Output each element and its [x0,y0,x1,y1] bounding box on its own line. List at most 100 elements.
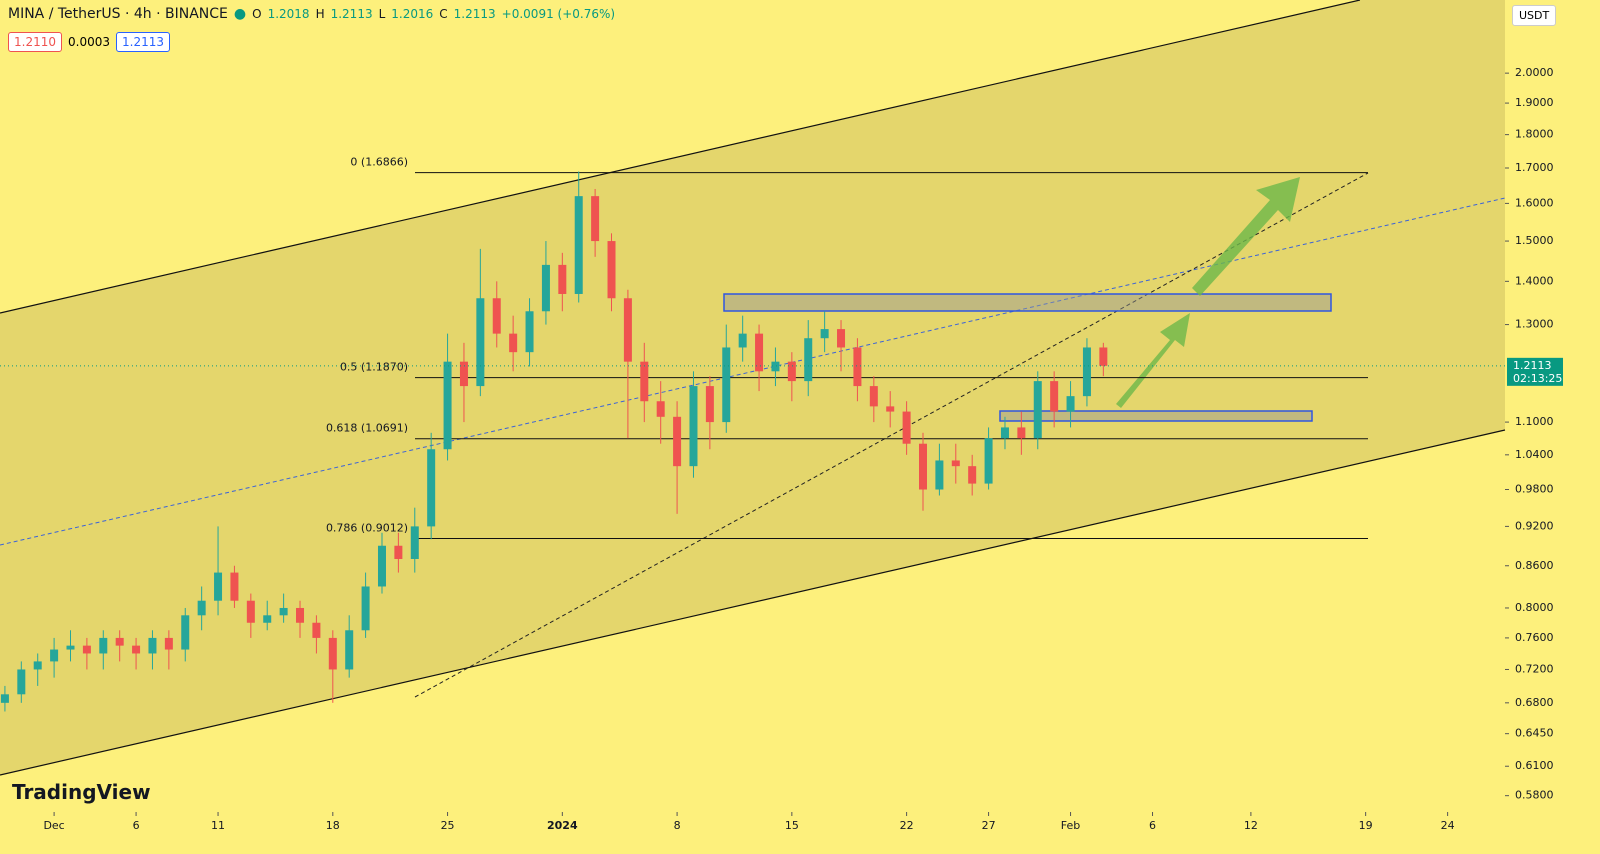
quote-boxes: 1.2110 0.0003 1.2113 [8,32,170,52]
candle-body [820,329,829,339]
x-tick-label: Feb [1061,819,1080,832]
candle-body [623,298,632,362]
candle-body [296,607,305,623]
y-tick-label: 1.4000 [1515,274,1554,287]
arrow [1116,313,1190,408]
fib-label: 0.786 (0.9012) [326,521,408,534]
x-tick-label: Dec [43,819,64,832]
y-tick-label: 0.9800 [1515,483,1554,496]
candle-body [902,411,911,444]
candle-body [1000,427,1009,439]
ohlc-value: 1.2113 [453,7,496,21]
ohlc-value: 1.2018 [267,7,310,21]
candle-body [0,694,9,703]
candle-body [427,449,436,527]
dashed-trend [0,197,1506,546]
candle-body [214,572,223,601]
candle-body [541,264,550,312]
candle-body [935,460,944,490]
x-tick-label: 25 [441,819,455,832]
candle-body [738,333,747,348]
marks: 2.0000 1.9000 1.8000 1.7000 1.6000 1.5000 1.40… [0,66,1554,832]
candle-body [17,669,26,695]
ohlc-label: C [439,7,448,21]
y-tick-label: 1.8000 [1515,128,1554,141]
candle-body [197,600,206,616]
candle-body [919,443,928,490]
candle-body [328,637,337,670]
y-tick-label: 0.9200 [1515,519,1554,532]
candle-body [722,347,731,423]
x-tick-label: 18 [326,819,340,832]
channel-fill [0,0,1505,775]
candle-body [968,466,977,484]
candle-body [279,607,288,616]
x-tick-label: 6 [1149,819,1156,832]
y-tick-label: 1.7000 [1515,161,1554,174]
sell-button[interactable]: 1.2110 [8,32,62,52]
y-tick-label: 1.5000 [1515,234,1554,247]
candle-body [82,645,91,654]
candle-body [263,615,272,623]
price-tag-value: 1.2113 [1513,359,1552,372]
x-tick-label: 2024 [547,819,578,832]
y-tick-label: 0.6450 [1515,727,1554,740]
y-tick-label: 1.1000 [1515,415,1554,428]
y-tick-label: 0.6800 [1515,696,1554,709]
candle-body [1082,347,1091,397]
buy-button[interactable]: 1.2113 [116,32,170,52]
legend: MINA / TetherUS · 4h · BINANCE ● O 1.2018… [8,6,615,22]
x-tick-label: 15 [785,819,799,832]
x-tick-label: 22 [900,819,914,832]
y-tick-label: 0.7200 [1515,662,1554,675]
spread: 0.0003 [68,35,110,49]
candle-body [33,661,42,670]
y-tick-label: 0.6100 [1515,759,1554,772]
candle-body [476,298,485,387]
resistance-zone [723,293,1332,312]
ohlc-value: 1.2113 [330,7,373,21]
fib-label: 0 (1.6866) [350,156,408,169]
x-tick-label: 19 [1359,819,1373,832]
candle-body [148,637,157,654]
candle-body [246,600,255,623]
candle-body [230,572,239,601]
x-tick-label: 27 [982,819,996,832]
candle-body [492,298,501,334]
candle-body [705,386,714,423]
y-tick-label: 0.8000 [1515,601,1554,614]
candle-body [181,615,190,650]
candle-body [345,630,354,670]
candle-body [591,196,600,242]
y-tick-label: 2.0000 [1515,66,1554,79]
candle-body [115,637,124,646]
candle-body [99,637,108,654]
arrow [1192,177,1300,296]
candle-body [853,347,862,387]
candle-body [804,338,813,382]
y-tick-label: 1.0400 [1515,448,1554,461]
candle-body [394,545,403,560]
candle-body [837,329,846,348]
candle-body [673,416,682,467]
change: +0.0091 (+0.76%) [501,7,616,21]
y-tick-label: 0.7600 [1515,631,1554,644]
candle-body [689,386,698,467]
x-tick-label: 8 [674,819,681,832]
x-tick-label: 6 [133,819,140,832]
brand-logo: TradingView [12,780,151,804]
candle-body [984,438,993,484]
candle-body [640,361,649,402]
x-tick-label: 11 [211,819,225,832]
x-tick-label: 24 [1441,819,1455,832]
candle-body [656,401,665,417]
candle-body [410,526,419,560]
channel-upper [0,0,1361,314]
candle-body [443,361,452,450]
candle-body [459,361,468,387]
status-dot: ● [233,6,247,22]
x-tick-label: 12 [1244,819,1258,832]
currency-select[interactable]: USDT [1512,5,1557,26]
ohlc-label: L [378,7,386,21]
